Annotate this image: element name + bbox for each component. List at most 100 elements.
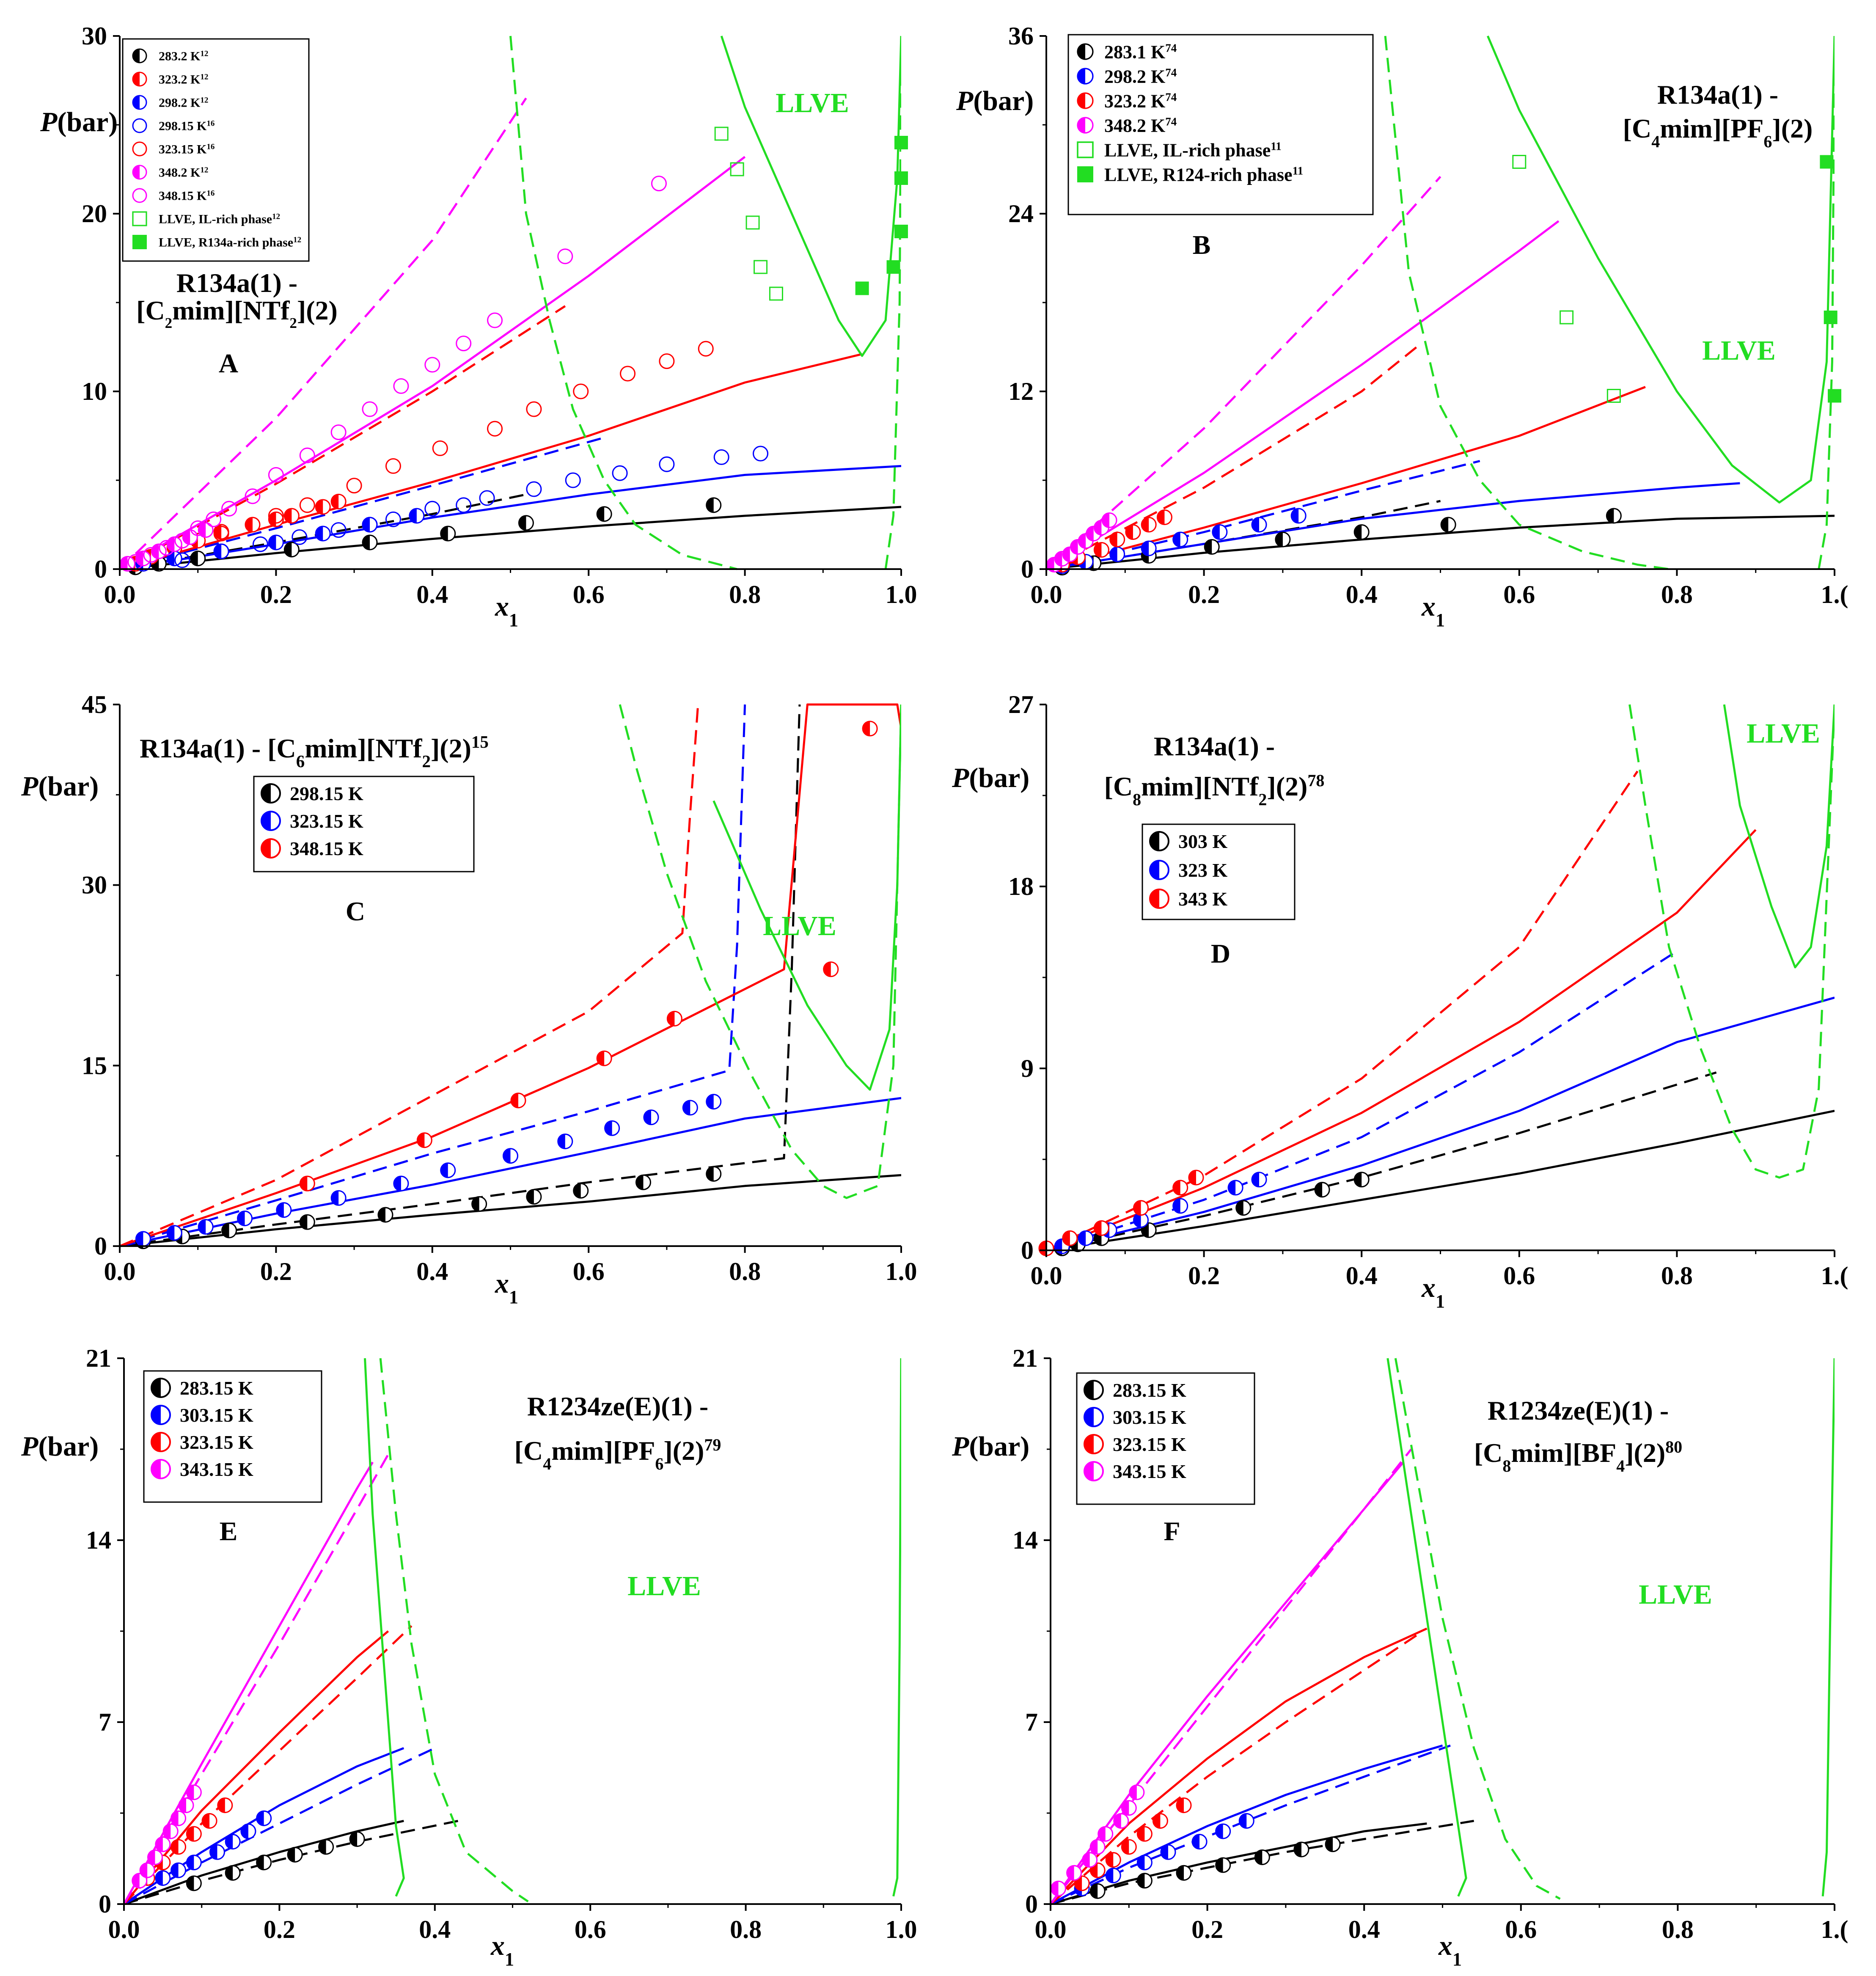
- point-B-0-4: [1275, 531, 1291, 548]
- series-B-4: [1512, 155, 1621, 403]
- point-D-1-3: [1133, 1212, 1149, 1228]
- point-A-3-6: [385, 511, 401, 527]
- curve-C-3: [119, 704, 746, 1247]
- legend-label-A-5: 348.2 K12: [159, 165, 208, 180]
- legend-label-B-4: LLVE, IL-rich phase11: [1104, 140, 1282, 160]
- point-F-1-2: [1136, 1855, 1153, 1871]
- xtick-label-C-0: 0.0: [104, 1258, 136, 1285]
- curve-C-0: [119, 1174, 901, 1247]
- legend-label-E-0: 283.15 K: [180, 1377, 253, 1399]
- xtick-label-A-0: 0.0: [104, 581, 136, 608]
- title-C-0: R134a(1) - [C6mim][NTf2](2)15: [140, 732, 489, 771]
- legend-marker-B-2: [1077, 92, 1094, 109]
- legend-C: 298.15 K 323.15 K 348.15 K: [253, 776, 475, 872]
- ytick-label-A-1: 10: [82, 377, 107, 405]
- point-E-2-4: [201, 1813, 217, 1829]
- legend-marker-B-0: [1077, 43, 1094, 60]
- point-C-1-3: [237, 1211, 253, 1227]
- point-B-0-7: [1606, 508, 1622, 524]
- point-B-1-6: [1251, 517, 1267, 533]
- point-B-1-5: [1212, 524, 1228, 540]
- xtick-label-E-1: 0.2: [264, 1915, 295, 1943]
- point-A-1-6: [268, 511, 284, 527]
- point-E-2-2: [171, 1839, 187, 1855]
- point-A-7-2: [745, 215, 760, 230]
- y-axis-label-F: P(bar): [952, 1431, 1029, 1462]
- point-C-0-4: [377, 1207, 393, 1223]
- panel-F: 0.0 0.2 0.4 0.6 0.8 1.(0 7 14 21 P(bar) x1 283.15 K…: [952, 1344, 1848, 1970]
- ytick-label-E-2: 14: [86, 1526, 111, 1554]
- point-C-2-5: [823, 961, 839, 977]
- point-A-6-12: [393, 378, 409, 394]
- point-A-4-11: [698, 341, 714, 357]
- point-A-3-14: [713, 449, 729, 465]
- point-B-0-6: [1440, 517, 1456, 533]
- point-A-4-3: [346, 478, 362, 494]
- curve-B-0: [1046, 515, 1835, 570]
- series-F-0: [1089, 1836, 1341, 1899]
- ytick-label-E-0: 0: [99, 1890, 111, 1918]
- panel-E: 0.0 0.2 0.4 0.6 0.8 1.0 0 7 14 21 P(bar) x1 283.15 K…: [21, 1344, 917, 1970]
- legend-label-A-7: LLVE, IL-rich phase12: [159, 212, 280, 226]
- point-F-2-5: [1152, 1813, 1168, 1829]
- point-D-1-5: [1227, 1180, 1243, 1196]
- curve-A-6: [119, 156, 746, 570]
- llve-label-D: LLVE: [1747, 718, 1820, 749]
- point-E-3-5: [171, 1810, 187, 1826]
- point-F-2-0: [1074, 1875, 1090, 1891]
- legend-marker-E-3: [151, 1459, 171, 1479]
- point-F-2-4: [1136, 1826, 1153, 1842]
- curve-B-2: [1046, 482, 1740, 570]
- point-F-3-3: [1089, 1839, 1106, 1855]
- point-B-2-2: [1093, 542, 1109, 558]
- curve-E-3: [123, 1747, 435, 1905]
- point-C-1-1: [166, 1225, 182, 1241]
- point-A-5-2: [151, 543, 167, 559]
- xtick-label-B-4: 0.8: [1661, 581, 1693, 608]
- legend-box-B: [1067, 34, 1374, 215]
- point-A-3-2: [252, 536, 268, 552]
- ytick-label-E-1: 7: [99, 1708, 111, 1736]
- series-C-1: [135, 1094, 722, 1247]
- curve-A-9: [509, 36, 737, 570]
- ytick-label-B-3: 36: [1008, 22, 1034, 50]
- series-E-0: [186, 1831, 365, 1891]
- series-D-1: [1054, 1172, 1267, 1254]
- legend-marker-F-2: [1084, 1434, 1104, 1454]
- point-C-1-4: [276, 1202, 292, 1218]
- series-E-1: [155, 1810, 272, 1886]
- point-A-0-7: [596, 506, 612, 522]
- curve-A-4: [119, 353, 863, 570]
- point-B-2-6: [1156, 509, 1172, 526]
- xtick-label-E-0: 0.0: [108, 1915, 140, 1943]
- legend-label-C-2: 348.15 K: [290, 838, 363, 859]
- series-C-2: [299, 721, 878, 1192]
- title-F-0: R1234ze(E)(1) -: [1488, 1395, 1669, 1426]
- point-B-0-3: [1204, 539, 1220, 555]
- legend-marker-A-2: [132, 95, 147, 110]
- xtick-label-C-4: 0.8: [729, 1258, 761, 1285]
- ytick-label-C-0: 0: [94, 1232, 107, 1260]
- ytick-label-C-1: 15: [82, 1051, 107, 1079]
- point-D-0-6: [1353, 1172, 1370, 1188]
- xtick-label-A-3: 0.6: [573, 581, 605, 608]
- curve-F-4: [1050, 1627, 1428, 1905]
- point-A-1-7: [283, 508, 300, 524]
- point-C-2-3: [596, 1050, 612, 1066]
- point-C-1-2: [198, 1219, 214, 1235]
- curve-B-8: [1486, 36, 1835, 504]
- curve-A-8: [720, 36, 901, 357]
- point-A-2-4: [315, 526, 331, 542]
- point-B-4-1: [1560, 310, 1574, 325]
- curve-D-6: [1723, 704, 1835, 969]
- curve-A-0: [119, 506, 901, 570]
- title-D-0: R134a(1) -: [1154, 731, 1275, 761]
- point-F-2-6: [1176, 1797, 1192, 1814]
- point-A-6-2: [159, 540, 175, 556]
- point-A-8-0: [855, 281, 869, 295]
- legend-marker-E-0: [151, 1378, 171, 1398]
- title-B-1: [C4mim][PF6](2): [1623, 113, 1813, 151]
- curves-F: [1049, 1358, 1835, 1905]
- point-F-0-3: [1215, 1857, 1231, 1873]
